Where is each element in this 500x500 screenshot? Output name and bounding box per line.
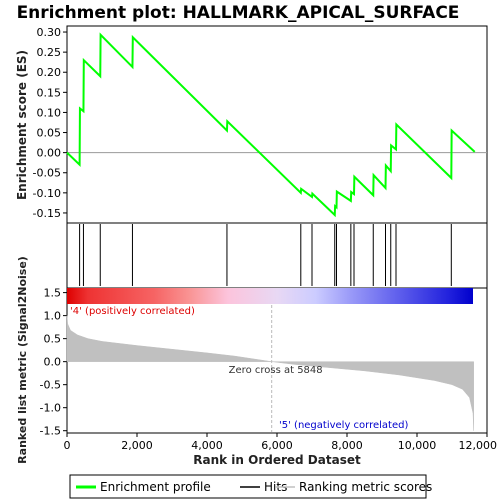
es-panel: -0.15 -0.10 -0.05 0.00 0.05 0.10 0.15 0.20 0.25 0… bbox=[33, 26, 487, 220]
es-y-tick-label: 0.20 bbox=[37, 66, 62, 79]
enrichment-profile-line bbox=[66, 32, 476, 218]
metric-y-tick-label: 0.0 bbox=[44, 356, 62, 369]
metric-y-tick-label: -1.5 bbox=[40, 425, 61, 438]
x-axis: 0 2,000 4,000 6,000 8,000 10,000 12,000 bbox=[64, 433, 498, 452]
es-panel-frame bbox=[66, 25, 488, 224]
metric-panel: -1.5 -1.0 -0.5 0.0 0.5 1.0 1.5 Zero cross at 58… bbox=[40, 287, 474, 438]
es-y-tick-label: 0.25 bbox=[37, 46, 62, 59]
hits-panel bbox=[67, 224, 473, 304]
es-y-tick-label: -0.05 bbox=[33, 167, 61, 180]
legend-label-enrichment-profile: Enrichment profile bbox=[100, 480, 211, 494]
es-y-axis-title: Enrichment score (ES) bbox=[15, 50, 29, 200]
metric-y-axis-title: Ranked list metric (Signal2Noise) bbox=[16, 256, 29, 464]
rank-gradient-bar bbox=[67, 288, 473, 304]
x-tick-label: 8,000 bbox=[331, 439, 363, 452]
legend-label-ranking-metric: Ranking metric scores bbox=[299, 480, 432, 494]
metric-y-tick-label: 0.5 bbox=[44, 333, 62, 346]
metric-y-tick-label: -1.0 bbox=[40, 402, 61, 415]
metric-y-tick-label: 1.0 bbox=[44, 310, 62, 323]
zero-cross-label: Zero cross at 5848 bbox=[229, 365, 323, 376]
es-y-tick-label: 0.15 bbox=[37, 86, 62, 99]
es-y-tick-label: -0.10 bbox=[33, 187, 61, 200]
negative-correlation-label: '5' (negatively correlated) bbox=[279, 420, 408, 431]
positive-correlation-label: '4' (positively correlated) bbox=[70, 306, 195, 317]
metric-y-tick-label: 1.5 bbox=[44, 287, 62, 300]
x-tick-label: 10,000 bbox=[398, 439, 437, 452]
es-y-tick-label: -0.15 bbox=[33, 207, 61, 220]
x-tick-label: 12,000 bbox=[459, 439, 498, 452]
es-y-tick-label: 0.30 bbox=[37, 26, 62, 39]
es-y-tick-label: 0.00 bbox=[37, 147, 62, 160]
ranking-metric-area bbox=[66, 315, 474, 431]
es-y-tick-label: 0.10 bbox=[37, 106, 62, 119]
x-axis-title: Rank in Ordered Dataset bbox=[193, 453, 361, 467]
x-tick-label: 6,000 bbox=[261, 439, 293, 452]
x-tick-label: 2,000 bbox=[121, 439, 153, 452]
x-tick-label: 4,000 bbox=[191, 439, 223, 452]
es-y-tick-label: 0.05 bbox=[37, 127, 62, 140]
hits-panel-frame bbox=[66, 222, 488, 289]
chart-title: Enrichment plot: HALLMARK_APICAL_SURFACE bbox=[17, 3, 460, 23]
metric-y-tick-label: -0.5 bbox=[40, 379, 61, 392]
x-tick-label: 0 bbox=[64, 439, 71, 452]
